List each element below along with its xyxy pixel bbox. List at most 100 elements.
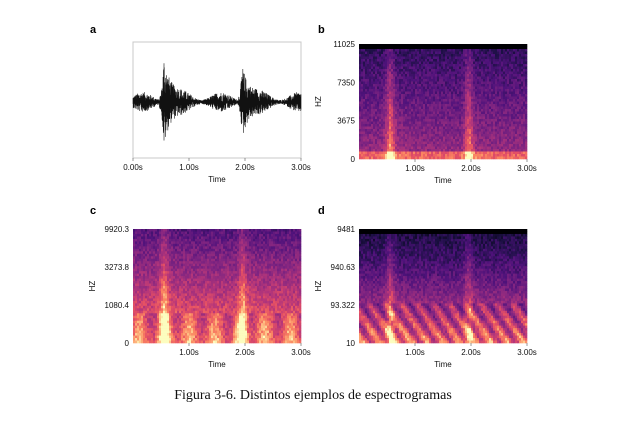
spectrogram-cell <box>135 258 138 262</box>
spectrogram-cell <box>299 238 302 242</box>
spectrogram-cell <box>367 99 370 102</box>
spectrogram-cell <box>487 71 490 75</box>
spectrogram-cell <box>431 56 434 60</box>
spectrogram-cell <box>157 236 160 240</box>
spectrogram-cell <box>407 134 410 137</box>
spectrogram-cell <box>409 71 412 75</box>
spectrogram-cell <box>515 76 518 80</box>
spectrogram-cell <box>405 61 408 65</box>
spectrogram-cell <box>447 49 450 52</box>
spectrogram-cell <box>423 124 426 127</box>
spectrogram-cell <box>497 69 500 72</box>
spectrogram-cell <box>159 258 162 262</box>
spectrogram-cell <box>495 156 498 160</box>
spectrogram-cell <box>455 136 458 140</box>
spectrogram-cell <box>379 44 382 47</box>
spectrogram-cell <box>497 136 500 140</box>
spectrogram-cell <box>471 106 474 110</box>
spectrogram-cell <box>403 46 406 50</box>
spectrogram-cell <box>435 114 438 117</box>
spectrogram-cell <box>293 233 296 237</box>
spectrogram-cell <box>391 131 394 135</box>
spectrogram-cell <box>473 96 476 100</box>
spectrogram-cell <box>205 231 208 235</box>
spectrogram-cell <box>469 74 472 77</box>
spectrogram-cell <box>447 144 450 147</box>
spectrogram-cell <box>405 94 408 97</box>
spectrogram-cell <box>475 76 478 80</box>
spectrogram-cell <box>411 134 414 137</box>
spectrogram-cell <box>235 231 238 235</box>
spectrogram-cell <box>377 94 380 97</box>
spectrogram-cell <box>175 246 178 250</box>
spectrogram-cell <box>451 54 454 57</box>
spectrogram-cell <box>387 121 390 125</box>
spectrogram-cell <box>389 106 392 110</box>
spectrogram-cell <box>503 136 506 140</box>
spectrogram-cell <box>249 243 252 247</box>
spectrogram-cell <box>521 104 524 107</box>
spectrogram-cell <box>453 119 456 122</box>
spectrogram-cell <box>189 229 192 232</box>
spectrogram-cell <box>139 229 142 232</box>
spectrogram-cell <box>419 121 422 125</box>
spectrogram-cell <box>389 94 392 97</box>
spectrogram-cell <box>389 69 392 72</box>
spectrogram-cell <box>401 146 404 150</box>
spectrogram-cell <box>443 66 446 70</box>
spectrogram-cell <box>437 44 440 47</box>
spectrogram-cell <box>439 126 442 130</box>
spectrogram-cell <box>473 66 476 70</box>
spectrogram-cell <box>435 109 438 112</box>
spectrogram-cell <box>491 56 494 60</box>
spectrogram-cell <box>361 136 364 140</box>
spectrogram-cell <box>487 54 490 57</box>
spectrogram-cell <box>455 86 458 90</box>
spectrogram-cell <box>169 256 172 260</box>
spectrogram-cell <box>439 86 442 90</box>
spectrogram-cell <box>385 99 388 102</box>
spectrogram-cell <box>387 131 390 135</box>
spectrogram-cell <box>273 248 276 252</box>
spectrogram-cell <box>433 84 436 87</box>
spectrogram-cell <box>459 149 462 152</box>
spectrogram-cell <box>409 104 412 107</box>
spectrogram-cell <box>369 69 372 72</box>
spectrogram-cell <box>431 79 434 82</box>
spectrogram-cell <box>393 111 396 115</box>
spectrogram-cell <box>409 76 412 80</box>
spectrogram-cell <box>431 69 434 72</box>
spectrogram-cell <box>379 144 382 147</box>
spectrogram-cell <box>149 231 152 235</box>
spectrogram-cell <box>265 236 268 240</box>
spectrogram-cell <box>471 114 474 117</box>
spectrogram-cell <box>477 104 480 107</box>
spectrogram-cell <box>435 106 438 110</box>
spectrogram-cell <box>465 44 468 47</box>
spectrogram-cell <box>365 59 368 62</box>
spectrogram-cell <box>435 146 438 150</box>
spectrogram-cell <box>469 124 472 127</box>
spectrogram-cell <box>169 251 172 255</box>
spectrogram-cell <box>501 146 504 150</box>
spectrogram-cell <box>479 121 482 125</box>
spectrogram-cell <box>447 86 450 90</box>
spectrogram-cell <box>173 251 176 255</box>
spectrogram-cell <box>459 91 462 95</box>
spectrogram-cell <box>497 59 500 62</box>
spectrogram-cell <box>437 134 440 137</box>
spectrogram-cell <box>463 84 466 87</box>
spectrogram-cell <box>203 233 206 237</box>
spectrogram-cell <box>439 154 442 157</box>
spectrogram-cell <box>255 231 258 235</box>
spectrogram-cell <box>435 81 438 85</box>
spectrogram-cell <box>401 129 404 132</box>
spectrogram-cell <box>387 129 390 132</box>
spectrogram-cell <box>457 124 460 127</box>
spectrogram-cell <box>207 233 210 237</box>
spectrogram-cell <box>393 104 396 107</box>
spectrogram-cell <box>181 253 184 257</box>
spectrogram-cell <box>499 91 502 95</box>
spectrogram-cell <box>285 253 288 257</box>
spectrogram-cell <box>195 258 198 262</box>
